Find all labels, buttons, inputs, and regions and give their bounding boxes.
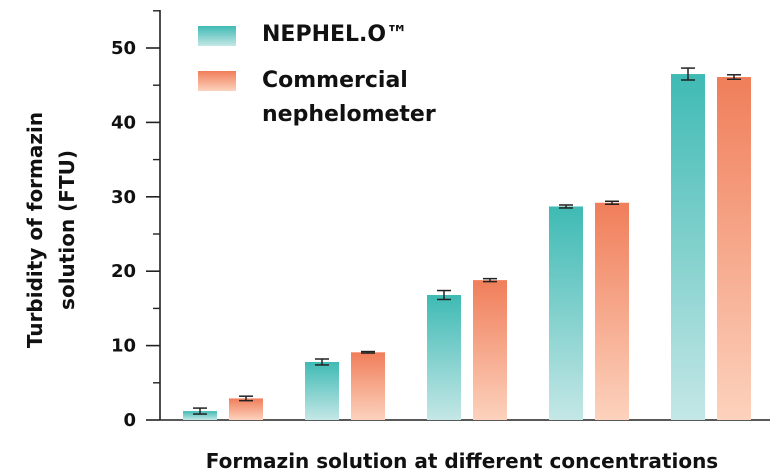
y-tick-label: 10 — [111, 336, 136, 357]
legend-label-commercial-line-1: Commercial — [262, 68, 408, 93]
y-tick-label: 0 — [123, 410, 136, 431]
y-tick-label: 20 — [111, 261, 136, 282]
y-axis-title-line-2: solution (FTU) — [55, 150, 79, 310]
bar-nephelo — [427, 295, 461, 420]
bar-commercial — [595, 202, 629, 420]
error-bars — [193, 67, 741, 415]
bar-nephelo — [549, 206, 583, 420]
y-ticks: 0 10 20 30 40 50 — [111, 10, 160, 431]
x-axis-title: Formazin solution at different concentra… — [206, 449, 718, 473]
bars — [183, 74, 751, 421]
legend: NEPHEL.O™ Commercial nephelometer — [198, 22, 436, 127]
bar-commercial — [473, 280, 507, 420]
bar-commercial — [351, 352, 385, 420]
legend-swatch-nephelo — [198, 26, 236, 46]
y-tick-label: 50 — [111, 38, 136, 59]
bar-commercial — [229, 398, 263, 420]
legend-label-commercial-line-2: nephelometer — [262, 102, 436, 127]
bar-commercial — [717, 77, 751, 421]
y-tick-label: 40 — [111, 112, 136, 133]
legend-label-nephelo: NEPHEL.O™ — [262, 22, 408, 47]
y-axis-title-line-1: Turbidity of formazin — [23, 112, 47, 348]
bar-nephelo — [671, 74, 705, 420]
bar-nephelo — [183, 411, 217, 420]
bar-nephelo — [305, 361, 339, 420]
y-tick-label: 30 — [111, 187, 136, 208]
y-axis-title: Turbidity of formazin solution (FTU) — [23, 112, 79, 348]
legend-swatch-commercial — [198, 71, 236, 91]
